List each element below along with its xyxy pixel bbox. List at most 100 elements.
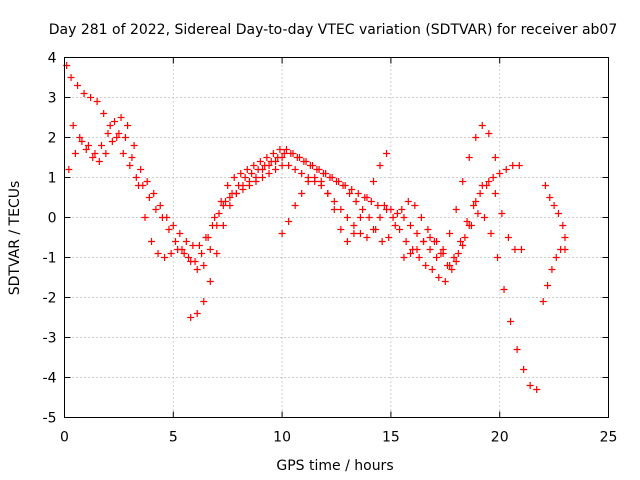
data-point bbox=[117, 114, 125, 121]
data-point bbox=[476, 190, 484, 197]
data-point bbox=[396, 226, 404, 233]
data-point bbox=[219, 202, 227, 209]
data-point bbox=[498, 210, 506, 217]
data-point bbox=[89, 154, 97, 161]
data-point bbox=[363, 234, 371, 241]
data-point bbox=[369, 178, 377, 185]
data-point bbox=[415, 254, 423, 261]
data-point bbox=[541, 182, 549, 189]
x-axis-title: GPS time / hours bbox=[276, 458, 393, 474]
data-point bbox=[494, 254, 502, 261]
series-track-e bbox=[278, 150, 391, 245]
data-point bbox=[400, 214, 408, 221]
data-point bbox=[78, 138, 86, 145]
data-point bbox=[165, 226, 173, 233]
data-point bbox=[278, 154, 286, 161]
data-point bbox=[513, 346, 521, 353]
data-point bbox=[291, 202, 299, 209]
data-point bbox=[167, 250, 175, 257]
data-point bbox=[450, 254, 458, 261]
data-point bbox=[369, 226, 377, 233]
data-point bbox=[350, 230, 358, 237]
data-point bbox=[219, 222, 227, 229]
series-track-c bbox=[69, 122, 541, 393]
data-point bbox=[206, 246, 214, 253]
data-points bbox=[63, 62, 569, 393]
data-point bbox=[111, 118, 119, 125]
y-tick-label: -5 bbox=[43, 411, 57, 427]
data-point bbox=[97, 142, 105, 149]
data-point bbox=[359, 206, 367, 213]
data-point bbox=[259, 166, 267, 173]
data-point bbox=[459, 242, 467, 249]
data-point bbox=[420, 238, 428, 245]
data-point bbox=[174, 246, 182, 253]
data-point bbox=[511, 246, 519, 253]
data-point bbox=[285, 218, 293, 225]
data-point bbox=[263, 154, 271, 161]
data-point bbox=[143, 178, 151, 185]
data-point bbox=[324, 190, 332, 197]
data-point bbox=[195, 242, 203, 249]
data-point bbox=[278, 230, 286, 237]
y-tick-label: -1 bbox=[43, 251, 57, 267]
data-point bbox=[306, 162, 314, 169]
data-point bbox=[241, 174, 249, 181]
x-tick-label: 10 bbox=[273, 430, 291, 446]
data-point bbox=[433, 254, 441, 261]
y-tick-label: 3 bbox=[48, 91, 57, 107]
plot-frame bbox=[64, 57, 609, 418]
data-point bbox=[76, 134, 84, 141]
data-point bbox=[383, 150, 391, 157]
data-point bbox=[282, 146, 290, 153]
data-point bbox=[383, 206, 391, 213]
data-point bbox=[348, 186, 356, 193]
data-point bbox=[245, 178, 253, 185]
x-tick-label: 20 bbox=[491, 430, 509, 446]
data-point bbox=[326, 174, 334, 181]
data-point bbox=[82, 146, 90, 153]
data-point bbox=[461, 234, 469, 241]
data-point bbox=[507, 318, 515, 325]
data-point bbox=[300, 158, 308, 165]
data-point bbox=[391, 222, 399, 229]
data-point bbox=[376, 162, 384, 169]
data-point bbox=[237, 170, 245, 177]
data-point bbox=[554, 210, 562, 217]
data-point bbox=[363, 194, 371, 201]
y-tick-label: 4 bbox=[48, 51, 57, 67]
y-tick-label: 1 bbox=[48, 171, 57, 187]
data-point bbox=[380, 202, 388, 209]
data-point bbox=[398, 206, 406, 213]
data-point bbox=[211, 214, 219, 221]
data-point bbox=[550, 202, 558, 209]
data-point bbox=[74, 82, 82, 89]
data-point bbox=[93, 98, 101, 105]
data-point bbox=[65, 166, 73, 173]
axis-ticks: 0 5 10 15 20 25 -5 -4 -3 -2 -1 0 1 2 3 4 bbox=[43, 51, 618, 446]
data-point bbox=[134, 182, 142, 189]
data-point bbox=[193, 266, 201, 273]
y-tick-label: -4 bbox=[43, 371, 57, 387]
data-point bbox=[121, 134, 129, 141]
data-point bbox=[330, 198, 338, 205]
data-point bbox=[441, 278, 449, 285]
data-point bbox=[330, 206, 338, 213]
data-point bbox=[108, 138, 116, 145]
data-point bbox=[367, 198, 375, 205]
chart-title: Day 281 of 2022, Sidereal Day-to-day VTE… bbox=[49, 22, 618, 38]
data-point bbox=[561, 246, 569, 253]
y-axis-title: SDTVAR / TECUs bbox=[7, 181, 23, 296]
data-point bbox=[457, 238, 465, 245]
data-point bbox=[169, 222, 177, 229]
data-point bbox=[293, 154, 301, 161]
series-track-a bbox=[63, 62, 499, 265]
data-point bbox=[113, 134, 121, 141]
data-point bbox=[559, 222, 567, 229]
data-point bbox=[126, 162, 134, 169]
data-point bbox=[463, 218, 471, 225]
data-point bbox=[439, 250, 447, 257]
data-point bbox=[106, 122, 114, 129]
series-track-d bbox=[187, 154, 286, 321]
data-point bbox=[156, 202, 164, 209]
